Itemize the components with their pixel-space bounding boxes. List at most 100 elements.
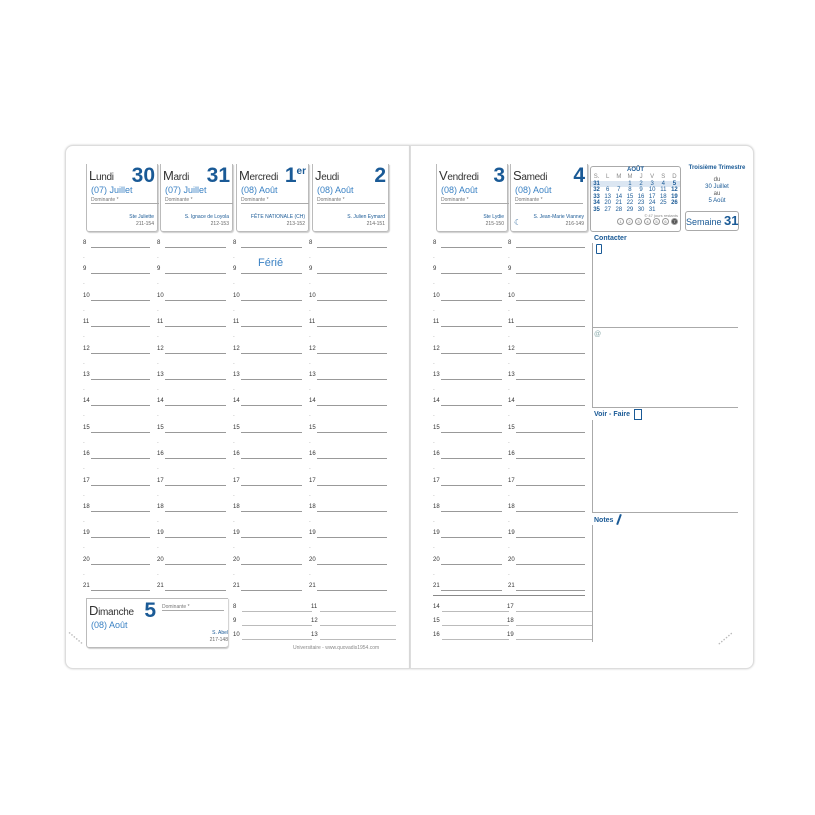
hour-line[interactable] <box>317 484 387 486</box>
hour-line[interactable] <box>317 273 387 275</box>
hour-line[interactable] <box>442 611 509 612</box>
hour-line[interactable] <box>317 458 387 460</box>
hour-line[interactable] <box>317 405 387 407</box>
hour-line[interactable] <box>516 431 585 433</box>
hour-line[interactable] <box>516 247 585 248</box>
hour-line[interactable] <box>317 511 387 512</box>
hour-line[interactable] <box>516 273 585 275</box>
hour-line[interactable] <box>442 639 509 640</box>
voir-faire-section[interactable] <box>592 420 738 513</box>
hour-line[interactable] <box>241 405 302 407</box>
hour-line[interactable] <box>516 484 585 486</box>
hour-line[interactable] <box>91 326 150 328</box>
hour-line[interactable] <box>242 625 312 626</box>
hour-line[interactable] <box>441 326 502 328</box>
hour-line[interactable] <box>165 590 226 592</box>
hour-line[interactable] <box>91 273 150 275</box>
dominante-field[interactable]: Dominante * <box>165 197 233 204</box>
hour-line[interactable] <box>441 537 502 539</box>
hour-line[interactable] <box>516 639 593 640</box>
hour-line[interactable] <box>241 247 302 248</box>
hour-line[interactable] <box>165 431 226 433</box>
hour-line[interactable] <box>165 563 226 565</box>
hour-line[interactable] <box>241 273 302 275</box>
hour-line[interactable] <box>317 563 387 565</box>
hour-line[interactable] <box>242 639 312 640</box>
hour-line[interactable] <box>516 352 585 354</box>
dominante-field[interactable]: Dominante * <box>317 197 385 204</box>
hour-line[interactable] <box>241 326 302 328</box>
hour-line[interactable] <box>241 352 302 354</box>
hour-line[interactable] <box>317 379 387 380</box>
hour-line[interactable] <box>91 537 150 539</box>
hour-line[interactable] <box>441 405 502 407</box>
hour-line[interactable] <box>320 639 396 640</box>
hour-line[interactable] <box>317 326 387 328</box>
contact-section[interactable] <box>592 243 738 328</box>
hour-line[interactable] <box>91 405 150 407</box>
hour-line[interactable] <box>317 299 387 301</box>
hour-line[interactable] <box>165 484 226 486</box>
hour-line[interactable] <box>317 590 387 592</box>
hour-line[interactable] <box>516 405 585 407</box>
hour-line[interactable] <box>317 352 387 354</box>
hour-line[interactable] <box>317 537 387 539</box>
hour-line[interactable] <box>441 563 502 565</box>
hour-line[interactable] <box>165 379 226 380</box>
hour-line[interactable] <box>441 431 502 433</box>
hour-line[interactable] <box>320 611 396 612</box>
hour-line[interactable] <box>165 405 226 407</box>
dominante-field[interactable]: Dominante * <box>162 604 224 611</box>
hour-line[interactable] <box>91 563 150 565</box>
hour-line[interactable] <box>91 247 150 248</box>
hour-line[interactable] <box>516 299 585 301</box>
hour-line[interactable] <box>91 352 150 354</box>
hour-line[interactable] <box>91 299 150 301</box>
hour-line[interactable] <box>91 511 150 512</box>
hour-line[interactable] <box>516 379 585 380</box>
hour-line[interactable] <box>241 299 302 301</box>
hour-line[interactable] <box>516 326 585 328</box>
hour-line[interactable] <box>317 247 387 248</box>
hour-line[interactable] <box>91 458 150 460</box>
hour-line[interactable] <box>317 431 387 433</box>
hour-line[interactable] <box>516 625 593 626</box>
hour-line[interactable] <box>165 511 226 512</box>
hour-line[interactable] <box>91 590 150 592</box>
hour-line[interactable] <box>241 511 302 512</box>
hour-line[interactable] <box>91 379 150 380</box>
hour-line[interactable] <box>241 431 302 433</box>
hour-line[interactable] <box>441 379 502 380</box>
email-section[interactable] <box>592 328 738 408</box>
hour-line[interactable] <box>165 299 226 301</box>
hour-line[interactable] <box>441 273 502 275</box>
hour-line[interactable] <box>241 563 302 565</box>
hour-line[interactable] <box>516 611 593 612</box>
hour-line[interactable] <box>516 458 585 460</box>
hour-line[interactable] <box>165 273 226 275</box>
hour-line[interactable] <box>320 625 396 626</box>
hour-line[interactable] <box>165 537 226 539</box>
hour-line[interactable] <box>441 590 502 592</box>
notes-section[interactable] <box>592 525 738 642</box>
hour-line[interactable] <box>441 247 502 248</box>
hour-line[interactable] <box>241 590 302 592</box>
hour-line[interactable] <box>165 326 226 328</box>
hour-line[interactable] <box>241 484 302 486</box>
hour-line[interactable] <box>441 511 502 512</box>
hour-line[interactable] <box>441 299 502 301</box>
hour-line[interactable] <box>91 484 150 486</box>
hour-line[interactable] <box>165 458 226 460</box>
hour-line[interactable] <box>441 484 502 486</box>
hour-line[interactable] <box>165 352 226 354</box>
hour-line[interactable] <box>91 431 150 433</box>
dominante-field[interactable]: Dominante * <box>441 197 509 204</box>
hour-line[interactable] <box>516 590 585 592</box>
hour-line[interactable] <box>165 247 226 248</box>
hour-line[interactable] <box>242 611 312 612</box>
dominante-field[interactable]: Dominante * <box>515 197 583 204</box>
hour-line[interactable] <box>516 563 585 565</box>
hour-line[interactable] <box>241 379 302 380</box>
hour-line[interactable] <box>441 352 502 354</box>
hour-line[interactable] <box>441 458 502 460</box>
